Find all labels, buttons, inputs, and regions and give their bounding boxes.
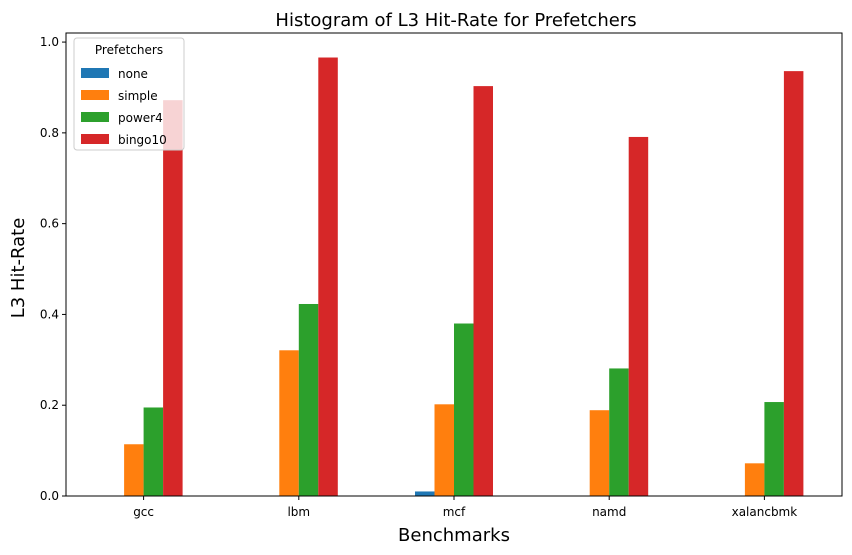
legend-label-power4: power4	[118, 111, 163, 125]
bar-power4-namd	[609, 368, 629, 496]
plot-area: 0.0 0.2 0.4 0.6 0.8 1.0 gcc lbm mcf namd xalancbmk	[40, 32, 843, 519]
bar-simple-xalancbmk	[744, 463, 765, 496]
legend-label-simple: simple	[118, 89, 158, 103]
legend: Prefetchers none simple power4 bingo10	[73, 37, 185, 151]
bar-simple-lbm	[279, 350, 299, 496]
bar-simple-mcf	[434, 404, 454, 496]
y-tick-label: 1.0	[40, 35, 59, 49]
y-axis-title: L3 Hit-Rate	[8, 218, 29, 319]
y-tick-label: 0.8	[40, 126, 59, 140]
x-tick-label: gcc	[133, 505, 154, 519]
bar-power4-xalancbmk	[764, 402, 784, 496]
bar-bingo10-lbm	[318, 57, 338, 496]
legend-swatch-simple	[81, 90, 109, 100]
y-tick-label: 0.6	[40, 217, 59, 231]
x-tick-label: xalancbmk	[732, 505, 798, 519]
bar-bingo10-namd	[628, 136, 649, 496]
bar-none-mcf	[415, 491, 435, 496]
y-tick-label: 0.4	[40, 307, 59, 321]
x-tick-label: mcf	[443, 505, 466, 519]
bar-power4-mcf	[454, 323, 474, 496]
y-tick-label: 0.2	[40, 398, 59, 412]
chart-title: Histogram of L3 Hit-Rate for Prefetchers	[275, 10, 636, 31]
y-tick-label: 0.0	[40, 489, 59, 503]
x-tick-label: namd	[592, 505, 626, 519]
bar-power4-gcc	[143, 407, 164, 496]
legend-swatch-power4	[81, 112, 109, 122]
x-axis-title: Benchmarks	[398, 525, 510, 546]
bar-simple-gcc	[124, 444, 144, 496]
bar-bingo10-xalancbmk	[783, 71, 804, 497]
bar-simple-namd	[589, 410, 610, 496]
bar-power4-lbm	[298, 303, 319, 496]
bar-bingo10-gcc	[163, 100, 183, 496]
legend-swatch-none	[81, 68, 109, 78]
legend-label-none: none	[118, 67, 148, 81]
bar-bingo10-mcf	[473, 86, 493, 496]
legend-swatch-bingo10	[81, 134, 109, 144]
legend-title: Prefetchers	[95, 43, 163, 57]
x-tick-label: lbm	[287, 505, 310, 519]
legend-label-bingo10: bingo10	[118, 133, 167, 147]
